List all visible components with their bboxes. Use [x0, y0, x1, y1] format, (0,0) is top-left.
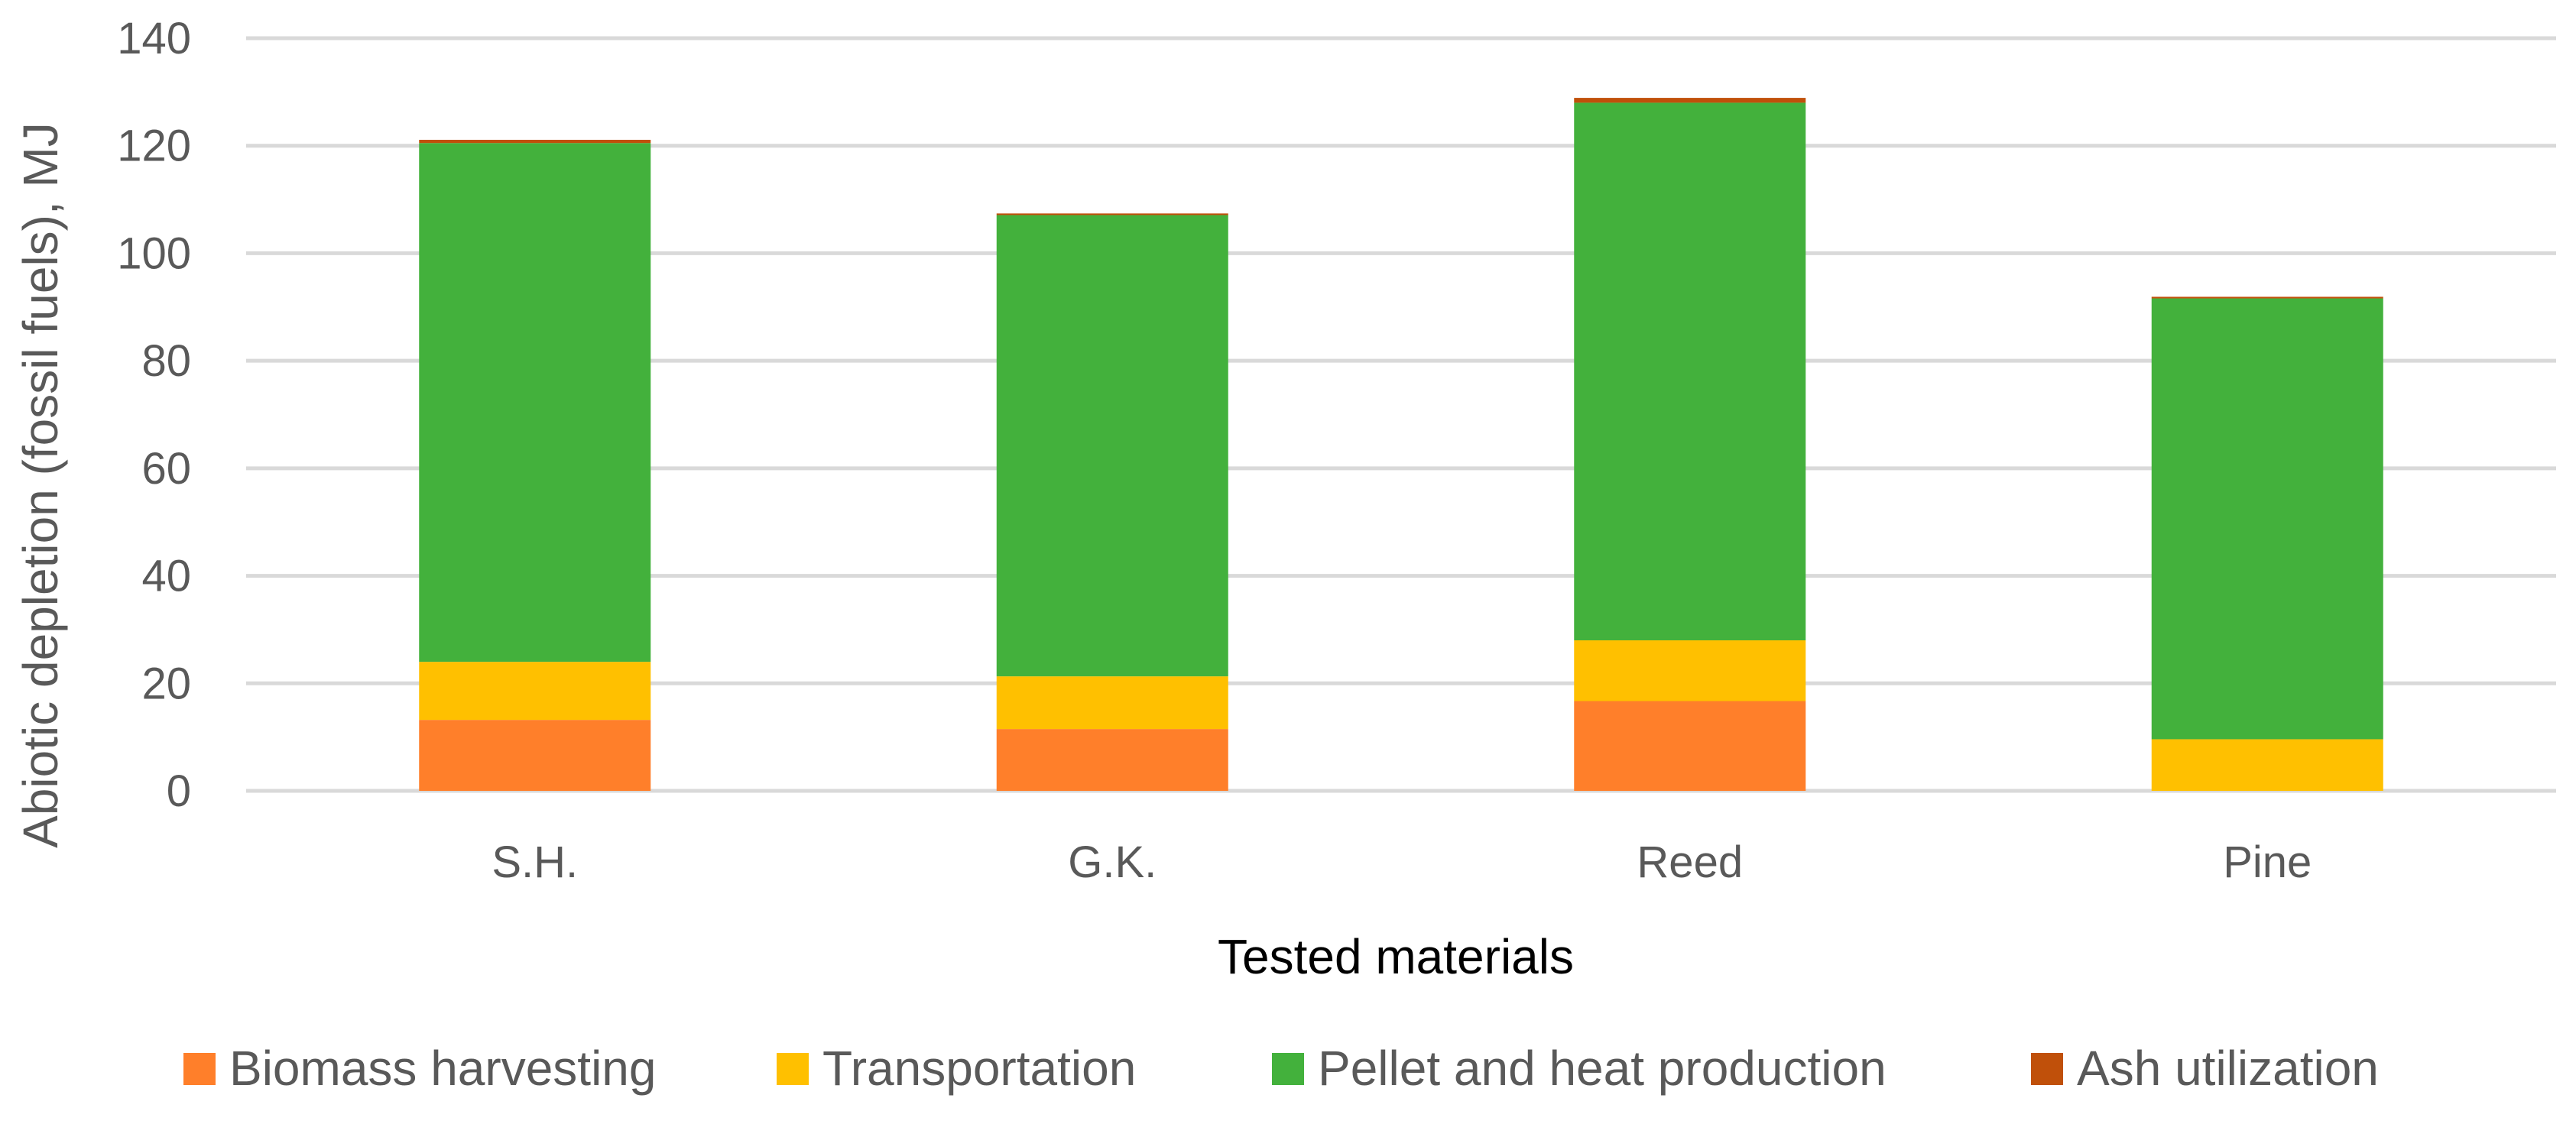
y-tick-label: 60 — [141, 444, 191, 494]
legend-label: Transportation — [822, 1041, 1136, 1096]
legend: Biomass harvesting Transportation Pellet a… — [183, 1041, 2379, 1096]
bar-segment — [419, 720, 651, 791]
bar-segment — [996, 676, 1228, 730]
bar-segment — [419, 139, 651, 144]
legend-label: Pellet and heat production — [1318, 1041, 1887, 1096]
bar-segment — [1574, 701, 1806, 791]
bar-segment — [996, 213, 1228, 215]
y-tick-label: 120 — [117, 121, 191, 171]
legend-swatch — [2031, 1053, 2063, 1085]
x-tick-label: G.K. — [1068, 837, 1157, 887]
y-tick-label: 20 — [141, 659, 191, 708]
y-tick-label: 0 — [167, 766, 191, 816]
y-axis-ticks: 0 20 40 60 80 100 120 140 — [117, 14, 191, 816]
legend-swatch — [183, 1053, 216, 1085]
legend-swatch — [777, 1053, 809, 1085]
x-axis-title: Tested materials — [1218, 929, 1574, 984]
y-axis-title: Abiotic depletion (fossil fuels), MJ — [13, 122, 68, 848]
x-tick-label: Reed — [1637, 837, 1743, 887]
x-tick-label: S.H. — [492, 837, 578, 887]
bar-segment — [1574, 640, 1806, 701]
legend-label: Biomass harvesting — [229, 1041, 656, 1096]
bar-segment — [419, 662, 651, 721]
legend-swatch — [1272, 1053, 1304, 1085]
legend-item: Pellet and heat production — [1272, 1041, 1887, 1096]
bars — [419, 98, 2383, 791]
legend-item: Transportation — [777, 1041, 1136, 1096]
bar-segment — [996, 215, 1228, 677]
legend-label: Ash utilization — [2077, 1041, 2379, 1096]
bar-segment — [419, 143, 651, 662]
bar-segment — [2151, 298, 2383, 740]
y-tick-label: 80 — [141, 336, 191, 386]
x-axis-ticks: S.H. G.K. Reed Pine — [492, 837, 2312, 887]
bar-segment — [996, 729, 1228, 791]
bar-segment — [2151, 296, 2383, 299]
bar-segment — [2151, 739, 2383, 791]
x-tick-label: Pine — [2223, 837, 2312, 887]
legend-item: Ash utilization — [2031, 1041, 2379, 1096]
y-tick-label: 100 — [117, 228, 191, 278]
y-tick-label: 140 — [117, 14, 191, 63]
y-tick-label: 40 — [141, 552, 191, 601]
bar-segment — [1574, 98, 1806, 103]
bar-segment — [1574, 102, 1806, 640]
legend-item: Biomass harvesting — [183, 1041, 656, 1096]
